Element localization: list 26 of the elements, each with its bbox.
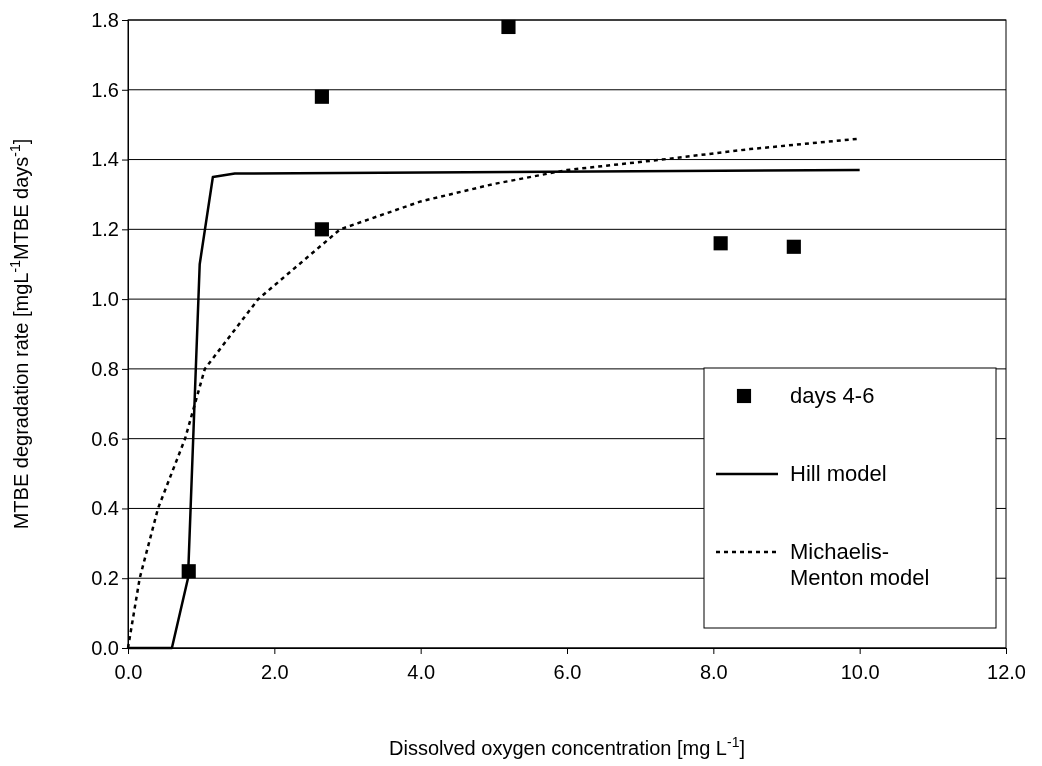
x-tick-label: 2.0 [260, 661, 289, 683]
point [314, 89, 329, 104]
x-tick-label: 6.0 [553, 661, 582, 683]
legend-label: Hill model [790, 461, 887, 486]
x-axis-title: Dissolved oxygen concentration [mg L$^{-1}$] [389, 734, 745, 759]
y-tick-label: 0.2 [91, 567, 119, 590]
y-tick-label: 1.0 [91, 288, 119, 311]
y-tick-label: 0.8 [91, 357, 119, 380]
legend-label: Michaelis-Menton model [790, 539, 930, 591]
x-tick-label: 12.0 [987, 661, 1026, 683]
x-tick-label: 0.0 [114, 661, 143, 683]
point [786, 239, 801, 254]
y-tick-label: 0.4 [91, 497, 119, 520]
legend-label: days 4-6 [790, 383, 875, 408]
y-tick-label: 0.6 [91, 427, 119, 450]
point [501, 19, 516, 35]
point [713, 236, 728, 251]
x-tick-label: 8.0 [699, 661, 728, 683]
y-tick-label: 1.2 [91, 218, 119, 241]
x-tick-label: 10.0 [840, 661, 880, 683]
point [314, 222, 329, 237]
y-tick-label: 1.4 [91, 148, 119, 171]
y-tick-label: 0.0 [91, 636, 119, 659]
x-tick-label: 4.0 [407, 661, 436, 683]
y-tick-label: 1.8 [91, 8, 119, 31]
y-tick-label: 1.6 [91, 78, 119, 101]
